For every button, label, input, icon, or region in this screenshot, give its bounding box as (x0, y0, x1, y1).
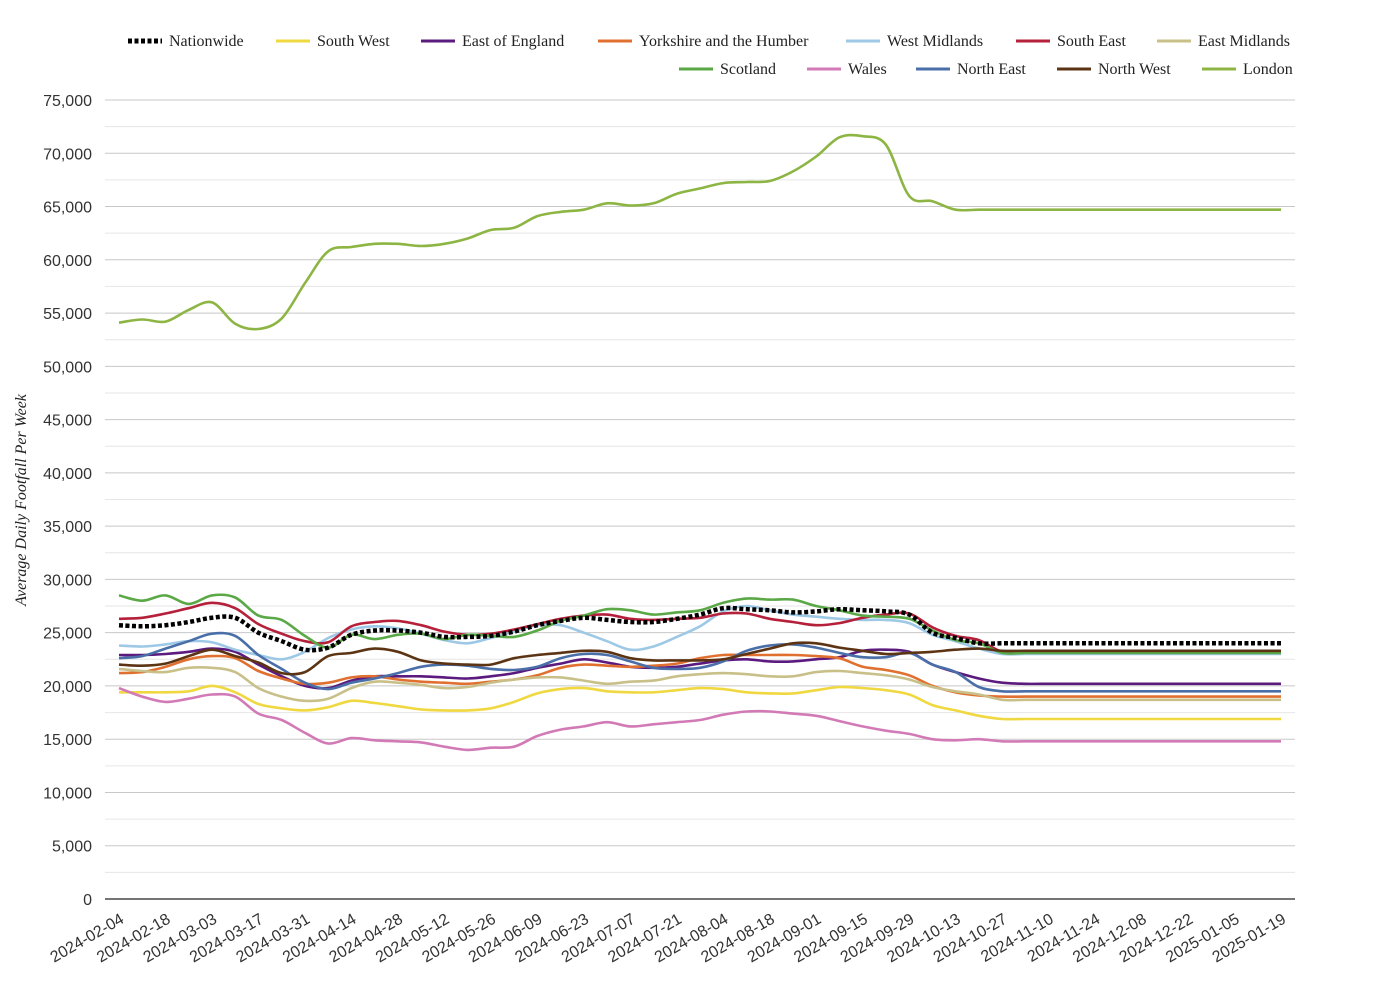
legend-label-scotland: Scotland (720, 61, 776, 78)
series-lines (118, 133, 1281, 752)
series-line-wales (118, 686, 1281, 752)
legend-label-nationwide: Nationwide (169, 33, 244, 50)
series-line-london (118, 133, 1281, 331)
series-line-south-west (119, 684, 1281, 721)
legend-label-south-west: South West (317, 33, 390, 50)
y-tick-label: 55,000 (43, 306, 92, 323)
x-axis-ticks: 2024-02-042024-02-182024-03-032024-03-17… (48, 911, 1289, 967)
legend-label-east-midlands: East Midlands (1198, 33, 1290, 50)
y-tick-label: 40,000 (43, 466, 92, 483)
legend-label-yorkshire-and-the-humber: Yorkshire and the Humber (639, 33, 809, 50)
y-tick-label: 45,000 (43, 413, 92, 430)
y-tick-label: 10,000 (43, 785, 92, 802)
y-tick-label: 75,000 (43, 93, 92, 110)
legend: Nationwide South West East of England Yorks… (128, 33, 1293, 78)
y-axis-ticks: 0 5,000 10,000 15,000 20,000 25,000 30,000 35,0… (43, 93, 92, 909)
y-tick-label: 60,000 (43, 253, 92, 270)
legend-label-london: London (1243, 61, 1293, 78)
series-line-scotland (118, 593, 1281, 655)
legend-label-north-west: North West (1098, 61, 1171, 78)
legend-label-west-midlands: West Midlands (887, 33, 983, 50)
y-tick-label: 5,000 (52, 839, 92, 856)
legend-label-wales: Wales (848, 61, 887, 78)
series-line-north-east (118, 631, 1281, 693)
y-tick-label: 65,000 (43, 200, 92, 217)
series-line-east-midlands (118, 665, 1281, 703)
series-line-east-of-england (118, 647, 1281, 690)
series-line-north-west (118, 641, 1281, 676)
gridlines (105, 99, 1295, 900)
series-line-nationwide (118, 605, 1281, 653)
y-tick-label: 30,000 (43, 572, 92, 589)
legend-label-east-of-england: East of England (462, 33, 564, 50)
legend-label-south-east: South East (1057, 33, 1126, 50)
y-axis-label: Average Daily Footfall Per Week (13, 393, 30, 607)
legend-label-north-east: North East (957, 61, 1026, 78)
y-tick-label: 15,000 (43, 732, 92, 749)
y-tick-label: 50,000 (43, 359, 92, 376)
y-tick-label: 70,000 (43, 146, 92, 163)
y-tick-label: 0 (83, 892, 92, 909)
y-tick-label: 35,000 (43, 519, 92, 536)
y-tick-label: 20,000 (43, 679, 92, 696)
y-tick-label: 25,000 (43, 626, 92, 643)
